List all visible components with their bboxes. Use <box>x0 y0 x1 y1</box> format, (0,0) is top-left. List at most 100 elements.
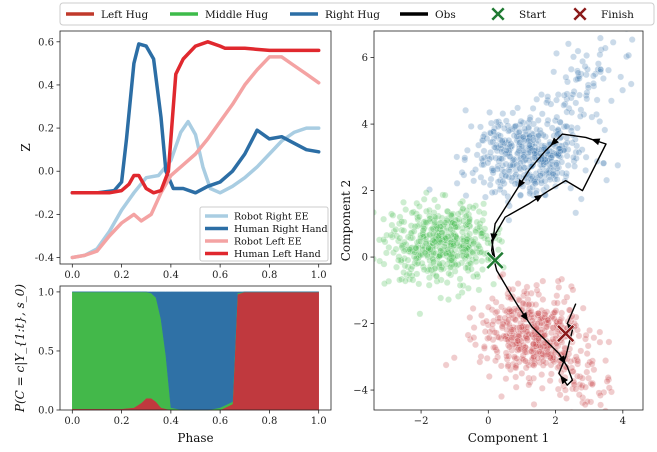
scatter-point-1 <box>458 259 466 267</box>
scatter-point-1 <box>400 198 407 206</box>
scatter-point-2 <box>503 352 511 360</box>
scatter-point-2 <box>554 299 561 307</box>
legend-marker-4 <box>490 6 506 22</box>
scatter-point-0 <box>504 122 512 130</box>
scatter-point-0 <box>544 116 552 124</box>
scatter-point-1 <box>447 263 455 271</box>
legend-label-2: Right Hug <box>325 9 380 21</box>
scatter-point-1 <box>479 266 486 273</box>
scatter-point-2 <box>498 393 505 400</box>
scatter-point-2 <box>527 307 535 315</box>
scatter-point-2 <box>579 394 587 401</box>
scatter-point-0 <box>609 38 617 46</box>
scatter-point-0 <box>510 155 518 163</box>
scatter-ytick-label-1: −2 <box>353 319 368 330</box>
observed-path-arrow-7 <box>560 375 568 385</box>
scatter-point-0 <box>617 73 625 81</box>
figure-legend: Left Hug Middle Hug Right Hug Obs Start Finis… <box>59 2 655 26</box>
scatter-point-1 <box>478 257 486 265</box>
scatter-point-1 <box>447 210 455 218</box>
scatter-point-0 <box>490 166 497 174</box>
scatter-point-1 <box>412 244 420 252</box>
scatter-point-2 <box>530 374 537 382</box>
scatter-ytick-label-2: 0 <box>362 253 368 264</box>
scatter-point-0 <box>461 156 469 164</box>
scatter-point-1 <box>445 270 453 277</box>
scatter-point-0 <box>596 51 604 58</box>
z-ytick-label-4: 0.4 <box>38 80 54 91</box>
scatter-point-0 <box>525 157 533 165</box>
scatter-point-0 <box>453 153 461 161</box>
scatter-point-2 <box>586 326 593 334</box>
scatter-point-0 <box>563 90 571 98</box>
scatter-point-2 <box>576 381 584 388</box>
scatter-point-1 <box>417 234 424 242</box>
scatter-point-1 <box>436 238 444 246</box>
scatter-point-0 <box>530 177 538 185</box>
scatter-point-2 <box>518 369 526 377</box>
scatter-point-0 <box>572 154 580 162</box>
scatter-point-0 <box>509 156 517 164</box>
scatter-point-2 <box>584 342 592 350</box>
scatter-point-2 <box>497 362 505 370</box>
legend-label-3: Obs <box>435 9 456 21</box>
scatter-point-1 <box>464 284 472 292</box>
scatter-point-1 <box>407 234 414 242</box>
z-ytick-label-2: 0.0 <box>38 167 54 178</box>
scatter-point-0 <box>463 146 471 154</box>
scatter-point-2 <box>504 362 512 370</box>
scatter-point-2 <box>495 333 503 341</box>
scatter-point-2 <box>583 350 591 357</box>
scatter-point-0 <box>480 161 487 169</box>
scatter-point-0 <box>493 165 501 173</box>
scatter-point-0 <box>562 122 570 130</box>
scatter-point-1 <box>466 203 474 211</box>
scatter-point-2 <box>515 295 522 303</box>
scatter-point-1 <box>475 242 483 250</box>
scatter-point-2 <box>590 334 598 342</box>
scatter-point-1 <box>429 230 437 238</box>
scatter-point-2 <box>493 308 501 316</box>
scatter-point-1 <box>445 296 452 303</box>
scatter-point-2 <box>605 384 613 392</box>
scatter-point-0 <box>473 151 481 159</box>
scatter-point-1 <box>494 246 502 254</box>
scatter-point-0 <box>486 155 493 163</box>
scatter-point-2 <box>530 340 537 348</box>
scatter-point-1 <box>418 259 426 267</box>
scatter-point-0 <box>510 132 518 140</box>
scatter-point-2 <box>485 303 492 311</box>
scatter-point-0 <box>477 173 485 181</box>
scatter-point-2 <box>581 401 589 408</box>
scatter-point-0 <box>563 95 571 103</box>
scatter-point-0 <box>500 124 508 132</box>
scatter-point-0 <box>551 117 559 125</box>
scatter-point-2 <box>466 336 474 343</box>
scatter-point-1 <box>416 251 424 259</box>
scatter-point-2 <box>519 299 527 307</box>
scatter-point-0 <box>489 128 497 136</box>
scatter-point-0 <box>597 65 604 73</box>
prob-xlabel: Phase <box>177 431 213 445</box>
scatter-point-0 <box>535 132 543 139</box>
scatter-point-2 <box>530 400 538 408</box>
scatter-point-2 <box>554 385 562 393</box>
scatter-point-0 <box>553 150 561 158</box>
scatter-point-2 <box>542 323 550 331</box>
scatter-point-1 <box>425 281 433 289</box>
scatter-point-0 <box>585 84 592 92</box>
scatter-point-0 <box>563 139 571 147</box>
scatter-point-0 <box>529 183 536 191</box>
scatter-point-2 <box>466 314 474 321</box>
scatter-point-2 <box>508 334 516 341</box>
scatter-point-0 <box>505 216 513 224</box>
scatter-point-2 <box>547 354 554 362</box>
scatter-point-1 <box>402 206 410 214</box>
scatter-point-0 <box>584 66 591 73</box>
scatter-point-2 <box>505 352 513 360</box>
scatter-point-0 <box>526 113 534 121</box>
scatter-point-2 <box>510 323 517 331</box>
prob-xtick-label-4: 0.8 <box>261 416 277 427</box>
scatter-point-1 <box>433 223 441 231</box>
scatter-point-1 <box>408 228 416 236</box>
